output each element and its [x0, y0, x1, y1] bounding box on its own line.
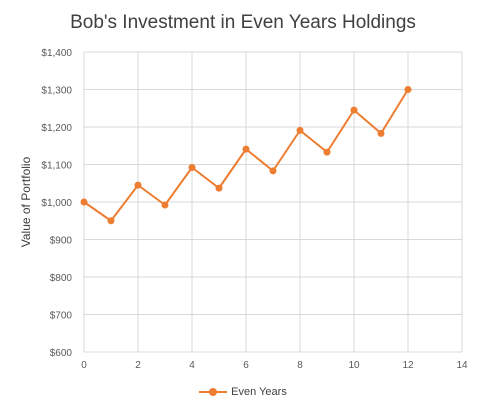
data-point: [242, 145, 250, 153]
y-tick-label: $1,200: [41, 123, 72, 134]
y-tick-labels: $600 $700 $800 $900 $1,000 $1,100 $1,200 $1,300…: [41, 48, 72, 359]
y-tick-label: $1,100: [41, 161, 72, 172]
data-point: [188, 164, 196, 171]
gridlines: [83, 51, 463, 353]
x-tick-label: 14: [456, 360, 468, 371]
data-point: [350, 106, 358, 114]
x-tick-label: 8: [297, 360, 303, 371]
data-point: [269, 167, 277, 175]
x-tick-label: 12: [402, 360, 414, 371]
y-tick-label: $900: [50, 236, 73, 247]
data-point: [107, 217, 115, 225]
series-even-years: [80, 86, 412, 225]
legend-swatch: [199, 386, 228, 398]
y-tick-label: $1,300: [41, 86, 72, 97]
y-tick-label: $700: [50, 311, 73, 322]
y-tick-label: $1,000: [41, 198, 72, 209]
x-tick-label: 4: [189, 360, 195, 371]
legend: Even Years: [0, 386, 486, 398]
data-point: [215, 184, 223, 192]
x-tick-labels: 0 2 4 6 8 10 12 14: [81, 360, 468, 371]
legend-label: Even Years: [231, 386, 287, 398]
data-point: [323, 148, 331, 156]
data-point: [134, 181, 142, 189]
x-tick-label: 2: [135, 360, 141, 371]
x-tick-label: 10: [348, 360, 360, 371]
data-point: [296, 126, 304, 134]
data-point: [161, 201, 169, 209]
y-tick-label: $600: [50, 348, 73, 359]
x-tick-label: 6: [243, 360, 249, 371]
y-axis-label: Value of Portfolio: [19, 156, 33, 247]
data-point: [377, 129, 385, 137]
chart-title: Bob's Investment in Even Years Holdings: [70, 12, 416, 33]
x-tick-label: 0: [81, 360, 87, 371]
data-point: [404, 86, 412, 93]
legend-marker: [209, 388, 218, 396]
y-tick-label: $800: [50, 273, 73, 284]
y-tick-label: $1,400: [41, 48, 72, 59]
data-point: [80, 198, 88, 206]
